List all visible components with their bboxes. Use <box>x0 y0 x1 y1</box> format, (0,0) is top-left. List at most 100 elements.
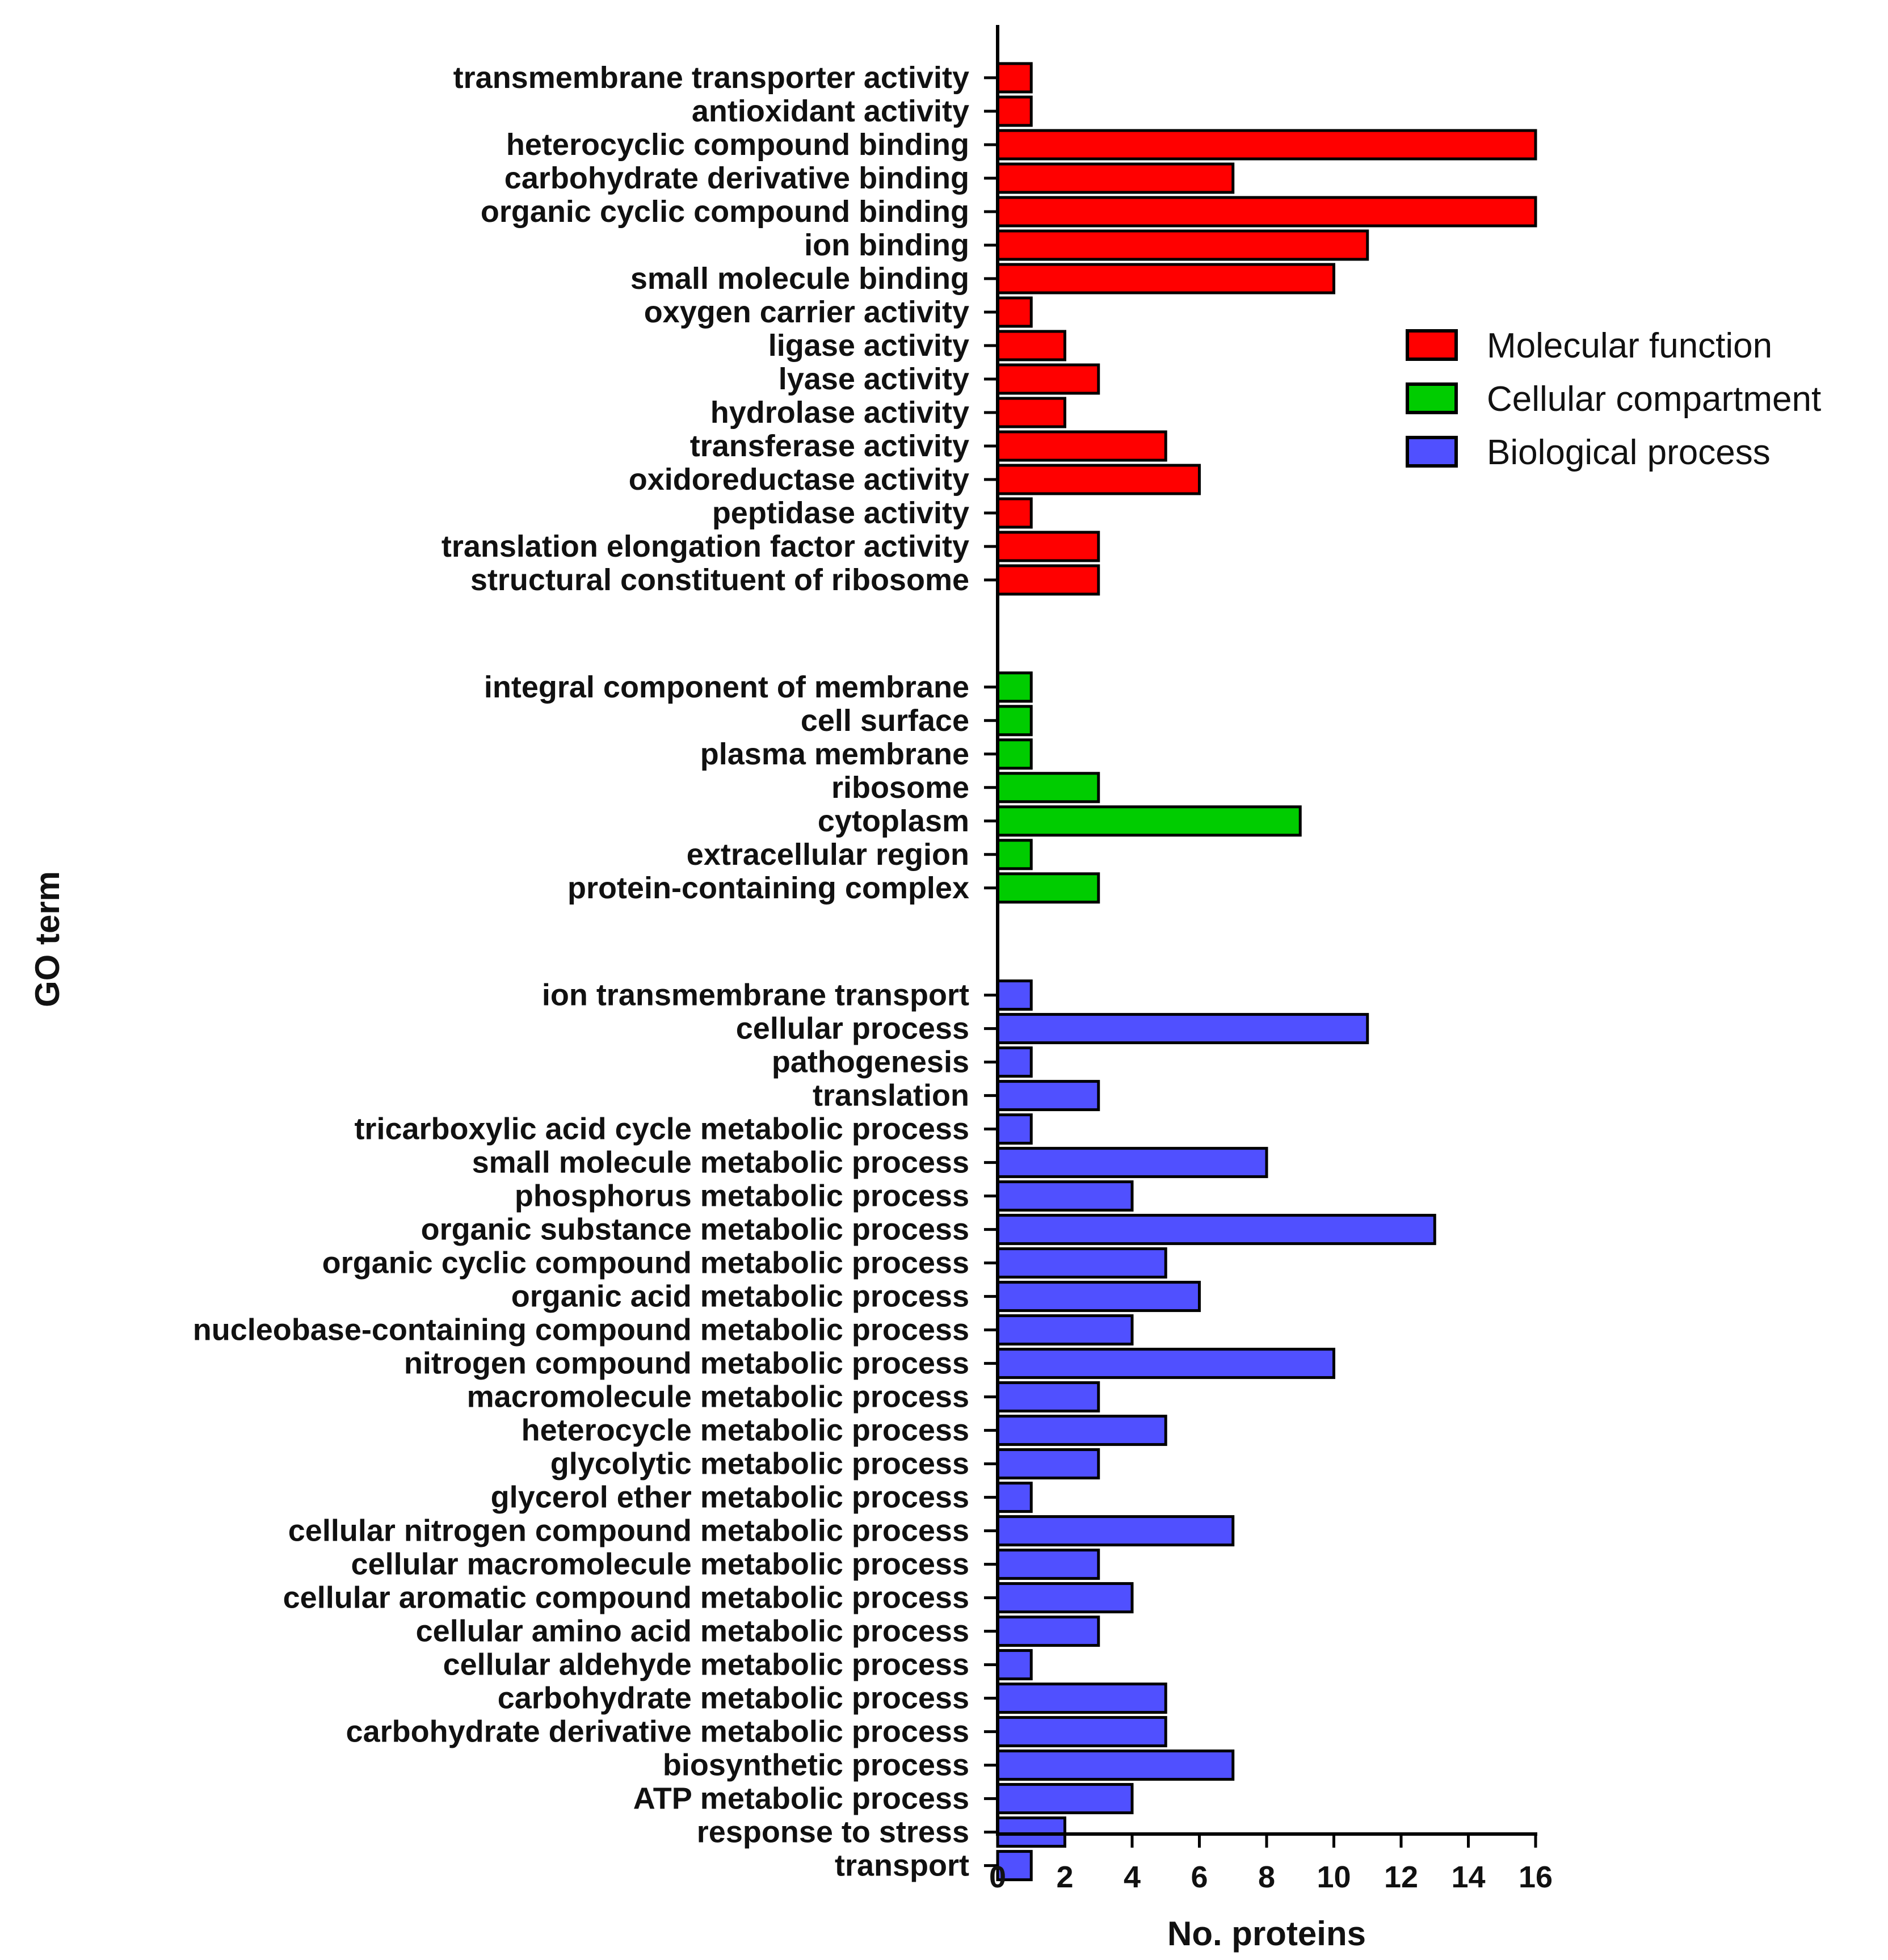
bar <box>996 1348 1335 1379</box>
bar <box>996 229 1369 261</box>
bar <box>996 1616 1100 1647</box>
bar <box>996 1783 1134 1815</box>
category-label: nitrogen compound metabolic process <box>404 1347 969 1381</box>
category-label: heterocyclic compound binding <box>506 128 969 162</box>
category-label: structural constituent of ribosome <box>470 563 969 597</box>
category-label: response to stress <box>697 1815 969 1849</box>
bar <box>996 1113 1033 1145</box>
category-label: small molecule binding <box>630 262 969 296</box>
category-label: macromolecule metabolic process <box>467 1380 969 1414</box>
bar <box>996 263 1335 295</box>
category-label: ion binding <box>804 228 969 262</box>
bar <box>996 196 1537 228</box>
category-label: protein-containing complex <box>567 871 969 905</box>
category-label: cellular amino acid metabolic process <box>416 1614 969 1648</box>
category-label: biosynthetic process <box>663 1748 969 1782</box>
bar <box>996 1180 1134 1212</box>
category-label: ligase activity <box>768 329 969 363</box>
category-label: small molecule metabolic process <box>472 1146 969 1180</box>
bar <box>996 1046 1033 1078</box>
bar <box>996 1582 1134 1614</box>
category-label: cellular aromatic compound metabolic pro… <box>283 1581 969 1615</box>
category-label: transmembrane transporter activity <box>453 61 969 95</box>
bar <box>996 1314 1134 1346</box>
x-tick-label: 4 <box>1124 1860 1141 1894</box>
category-label: transport <box>835 1849 969 1883</box>
category-label: translation <box>813 1079 969 1113</box>
legend-label: Cellular compartment <box>1487 380 1821 419</box>
bar <box>996 1281 1201 1313</box>
x-tick-label: 10 <box>1317 1860 1351 1894</box>
bar <box>996 1448 1100 1480</box>
x-tick-label: 8 <box>1258 1860 1275 1894</box>
category-label: oxidoreductase activity <box>629 462 969 497</box>
bar <box>996 464 1201 495</box>
category-label: ribosome <box>831 771 969 805</box>
bar <box>996 1080 1100 1112</box>
category-label: carbohydrate derivative metabolic proces… <box>346 1715 969 1749</box>
bar <box>996 1214 1436 1246</box>
category-label: translation elongation factor activity <box>441 529 969 563</box>
y-axis-title: GO term <box>28 871 66 1007</box>
category-label: transferase activity <box>690 429 969 463</box>
category-label: glycolytic metabolic process <box>550 1447 969 1481</box>
bar <box>996 1749 1235 1781</box>
category-label: cytoplasm <box>818 804 969 838</box>
bar <box>996 162 1235 194</box>
category-label: carbohydrate derivative binding <box>504 161 969 195</box>
bar <box>996 430 1167 462</box>
bar <box>996 296 1033 328</box>
bar <box>996 839 1033 870</box>
legend-swatch <box>1406 436 1458 468</box>
category-label: glycerol ether metabolic process <box>491 1480 969 1515</box>
x-tick-label: 2 <box>1056 1860 1073 1894</box>
category-label: cell surface <box>801 704 969 738</box>
category-label: cellular macromolecule metabolic process <box>351 1547 969 1582</box>
x-axis-title: No. proteins <box>1167 1915 1366 1953</box>
bar <box>996 531 1100 562</box>
bar <box>996 1515 1235 1547</box>
category-label: tricarboxylic acid cycle metabolic proce… <box>354 1112 969 1146</box>
bar <box>996 564 1100 596</box>
category-label: organic cyclic compound binding <box>481 195 969 229</box>
bar <box>996 1381 1100 1413</box>
legend-swatch <box>1406 382 1458 414</box>
bar <box>996 363 1100 395</box>
bar <box>996 1649 1033 1681</box>
category-label: cellular aldehyde metabolic process <box>443 1648 969 1682</box>
bar <box>996 872 1100 904</box>
category-label: organic cyclic compound metabolic proces… <box>322 1246 969 1280</box>
category-label: organic acid metabolic process <box>511 1280 969 1314</box>
bar <box>996 738 1033 770</box>
category-label: oxygen carrier activity <box>644 295 969 329</box>
bar <box>996 671 1033 703</box>
bar <box>996 397 1066 428</box>
x-tick-labels: 0 2 4 6 8 10 12 14 16 <box>989 1860 1553 1894</box>
category-label: integral component of membrane <box>484 670 969 704</box>
x-tick-label: 16 <box>1519 1860 1553 1894</box>
category-label: hydrolase activity <box>710 396 969 430</box>
category-label: ion transmembrane transport <box>542 978 969 1012</box>
bar <box>996 95 1033 127</box>
legend-label: Molecular function <box>1487 326 1772 365</box>
category-label: cellular process <box>736 1012 969 1046</box>
bar <box>996 1549 1100 1580</box>
bar <box>996 129 1537 161</box>
category-label: organic substance metabolic process <box>421 1213 969 1247</box>
bar <box>996 62 1033 94</box>
bar <box>996 979 1033 1011</box>
category-label: nucleobase-containing compound metabolic… <box>193 1313 969 1347</box>
bars <box>996 62 1537 1882</box>
category-label: lyase activity <box>779 362 969 396</box>
category-label: extracellular region <box>687 838 969 872</box>
bar <box>996 1247 1167 1279</box>
bar <box>996 705 1033 737</box>
x-tick-label: 6 <box>1191 1860 1208 1894</box>
x-tick-label: 12 <box>1384 1860 1418 1894</box>
bar <box>996 1816 1066 1848</box>
category-label: heterocycle metabolic process <box>522 1414 969 1448</box>
bar <box>996 772 1100 804</box>
bar <box>996 1482 1033 1513</box>
category-label: plasma membrane <box>700 737 969 771</box>
